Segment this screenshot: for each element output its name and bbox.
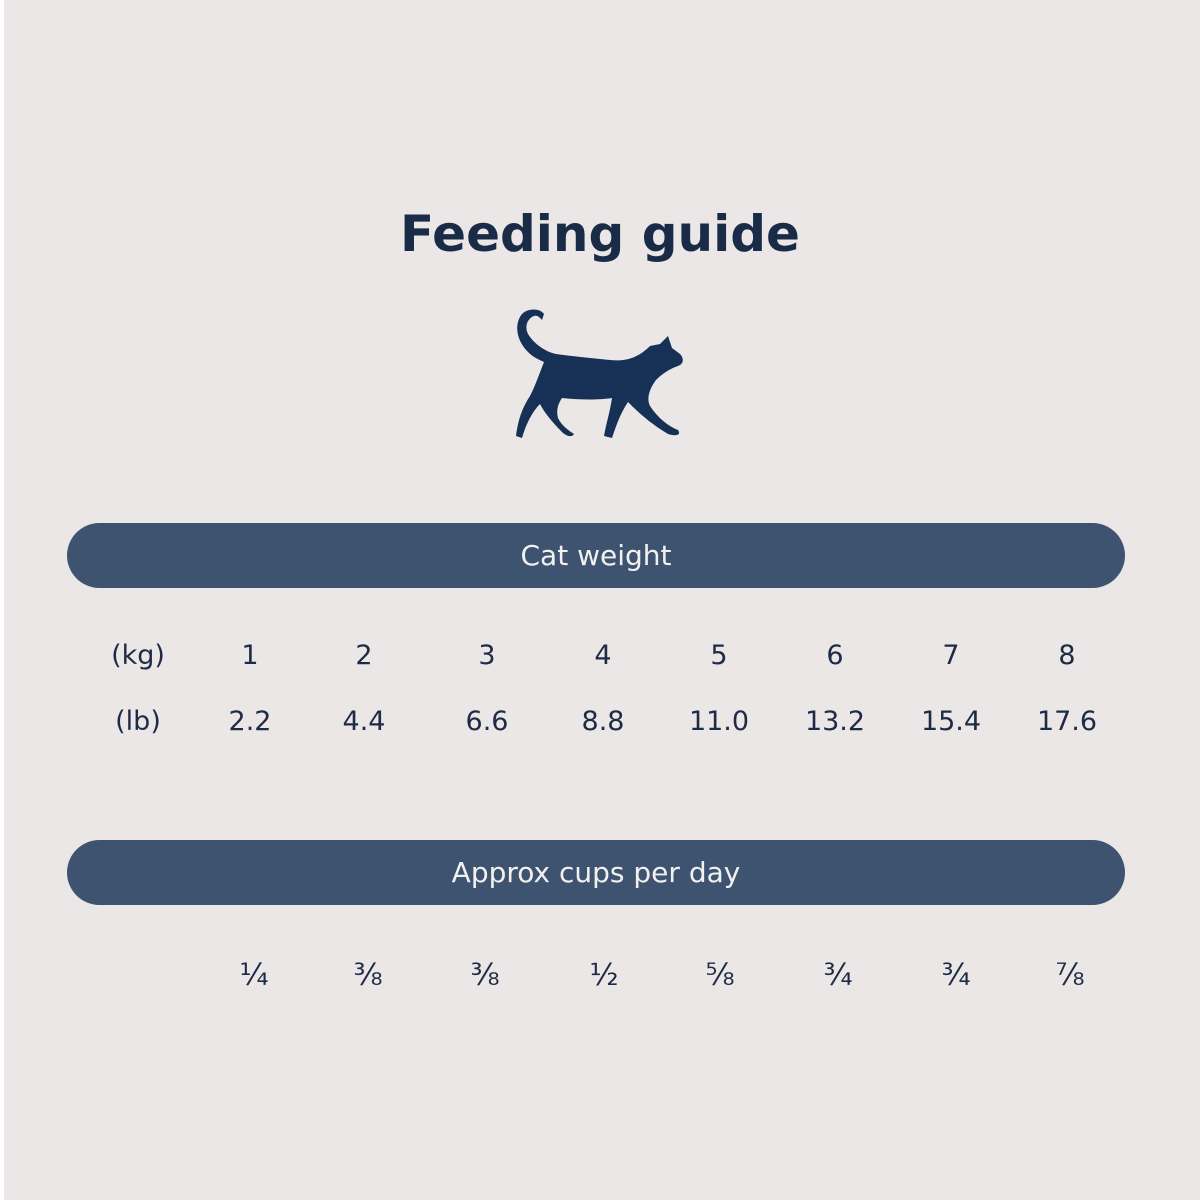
kg-value: 2 bbox=[355, 640, 373, 671]
kg-value: 7 bbox=[942, 640, 960, 671]
cups-row: ¼ ⅜ ⅜ ½ ⅝ ¾ ¾ ⅞ bbox=[0, 958, 1200, 998]
kg-value: 1 bbox=[241, 640, 259, 671]
cups-value: ⅞ bbox=[1055, 958, 1085, 993]
cups-value: ¾ bbox=[941, 958, 971, 993]
cups-value: ¾ bbox=[823, 958, 853, 993]
left-edge bbox=[0, 0, 4, 1200]
cat-weight-header: Cat weight bbox=[67, 523, 1125, 588]
lb-value: 8.8 bbox=[581, 706, 625, 737]
kg-value: 8 bbox=[1058, 640, 1076, 671]
page-title: Feeding guide bbox=[400, 205, 800, 263]
lb-value: 2.2 bbox=[228, 706, 272, 737]
lb-value: 13.2 bbox=[804, 706, 866, 737]
cups-value: ½ bbox=[589, 958, 619, 993]
lb-value: 17.6 bbox=[1036, 706, 1098, 737]
kg-value: 4 bbox=[594, 640, 612, 671]
lb-value: 4.4 bbox=[342, 706, 386, 737]
lb-value: 11.0 bbox=[688, 706, 750, 737]
lb-value: 15.4 bbox=[920, 706, 982, 737]
kg-value: 5 bbox=[710, 640, 728, 671]
lb-row: (lb) 2.2 4.4 6.6 8.8 11.0 13.2 15.4 17.6 bbox=[0, 706, 1200, 746]
kg-label: (kg) bbox=[111, 640, 165, 671]
cups-value: ⅜ bbox=[470, 958, 500, 993]
cups-value: ⅜ bbox=[353, 958, 383, 993]
kg-value: 3 bbox=[478, 640, 496, 671]
kg-value: 6 bbox=[826, 640, 844, 671]
lb-label: (lb) bbox=[115, 706, 161, 737]
cups-header: Approx cups per day bbox=[67, 840, 1125, 905]
cups-value: ¼ bbox=[239, 958, 269, 993]
cups-value: ⅝ bbox=[705, 958, 735, 993]
cat-icon bbox=[516, 309, 683, 438]
kg-row: (kg) 1 2 3 4 5 6 7 8 bbox=[0, 640, 1200, 680]
lb-value: 6.6 bbox=[465, 706, 509, 737]
